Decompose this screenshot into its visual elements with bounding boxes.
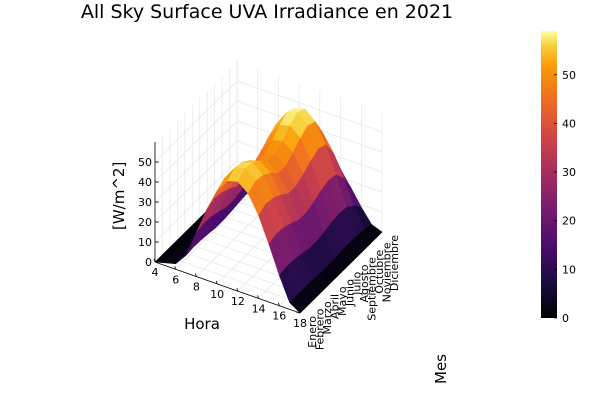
chart-title: All Sky Surface UVA Irradiance en 2021	[81, 1, 453, 23]
month-tick-label: Junio	[343, 279, 356, 307]
month-tick-label: Diciembre	[388, 235, 401, 291]
colorbar-tick-label: 40	[562, 117, 576, 130]
z-tick-label: 50	[138, 156, 152, 169]
month-tick-label: Febrero	[313, 308, 326, 350]
x-tick-label: 8	[193, 281, 200, 294]
month-tick-label: Enero	[306, 316, 319, 348]
x-tick-label: 10	[210, 288, 224, 301]
x-tick-label: 18	[293, 317, 307, 330]
colorbar-tick-label: 30	[562, 166, 576, 179]
colorbar-tick-label: 0	[562, 312, 569, 325]
month-axis: EneroFebreroMarzoAbrilMayoJunioJulioAgos…	[295, 230, 401, 350]
surface-plot	[154, 108, 383, 314]
x-tick-label: 6	[172, 273, 179, 286]
z-axis-label: [W/m^2]	[110, 162, 128, 230]
colorbar-tick-label: 10	[562, 263, 576, 276]
y-axis-label: Mes	[432, 354, 450, 384]
x-axis: 46 8 10 12 14 16 18	[152, 258, 307, 330]
month-tick-label: Mayo	[336, 286, 349, 316]
x-tick-label: 14	[252, 302, 266, 315]
month-tick-label: Julio	[351, 272, 364, 296]
month-tick-label: Noviembre	[381, 242, 394, 302]
z-tick-label: 40	[138, 176, 152, 189]
z-tick-label: 20	[138, 216, 152, 229]
z-tick-label: 30	[138, 196, 152, 209]
colorbar-tick-label: 50	[562, 69, 576, 82]
month-tick-label: Marzo	[321, 301, 334, 335]
month-tick-label: Septiembre	[366, 257, 379, 321]
x-tick-label: 16	[272, 310, 286, 323]
month-tick-label: Octubre	[373, 250, 386, 294]
colorbar	[541, 31, 557, 318]
x-tick-label: 4	[152, 266, 159, 279]
z-axis: 0 10 20 30 40 50	[138, 142, 159, 269]
z-tick-label: 10	[138, 236, 152, 249]
z-tick-label: 0	[145, 256, 152, 269]
x-axis-label: Hora	[184, 315, 220, 333]
month-tick-label: Abril	[328, 294, 341, 319]
x-tick-label: 12	[231, 295, 245, 308]
month-tick-label: Agosto	[358, 264, 371, 302]
colorbar-ticks: 0 10 20 30 40 50	[554, 69, 576, 325]
colorbar-tick-label: 20	[562, 215, 576, 228]
